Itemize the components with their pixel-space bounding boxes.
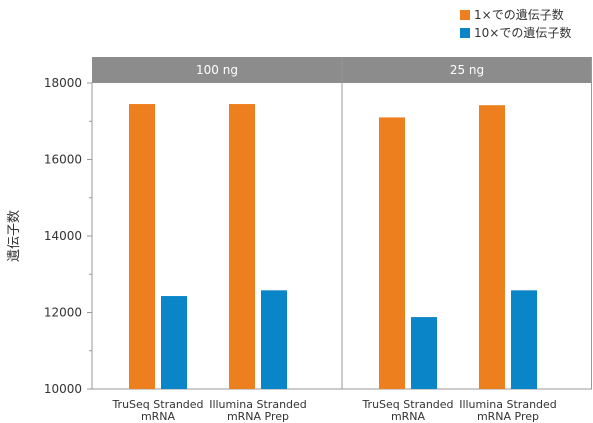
y-axis-label: 遺伝子数 bbox=[7, 210, 22, 262]
x-tick-label: mRNA Prep bbox=[227, 410, 289, 423]
y-tick-label: 12000 bbox=[44, 306, 82, 320]
y-tick-label: 18000 bbox=[44, 76, 82, 90]
bar bbox=[379, 117, 405, 390]
legend-item-10x: 10×での遺伝子数 bbox=[460, 24, 571, 42]
x-tick-label: TruSeq Stranded bbox=[111, 398, 203, 411]
panel-label: 100 ng bbox=[196, 63, 238, 77]
y-tick-label: 10000 bbox=[44, 382, 82, 396]
legend-label-10x: 10×での遺伝子数 bbox=[474, 26, 572, 40]
y-tick-label: 16000 bbox=[44, 153, 82, 167]
bar bbox=[479, 105, 505, 389]
panel-label: 25 ng bbox=[450, 63, 484, 77]
y-tick-label: 14000 bbox=[44, 229, 82, 243]
x-tick-label: Illumina Stranded bbox=[459, 398, 557, 411]
bar bbox=[411, 317, 437, 389]
legend-label-1x: 1×での遺伝子数 bbox=[474, 8, 564, 22]
x-tick-label: mRNA Prep bbox=[477, 410, 539, 423]
x-tick-label: TruSeq Stranded bbox=[361, 398, 453, 411]
x-tick-label: Illumina Stranded bbox=[209, 398, 307, 411]
legend-item-1x: 1×での遺伝子数 bbox=[460, 6, 571, 24]
bar bbox=[129, 104, 155, 389]
bar bbox=[511, 290, 537, 389]
legend-swatch-1x bbox=[460, 10, 470, 20]
bar bbox=[261, 290, 287, 389]
legend-swatch-10x bbox=[460, 28, 470, 38]
x-tick-label: mRNA bbox=[141, 410, 176, 423]
bar bbox=[161, 296, 187, 389]
legend: 1×での遺伝子数 10×での遺伝子数 bbox=[460, 6, 571, 42]
bar bbox=[229, 104, 255, 389]
x-tick-label: mRNA bbox=[391, 410, 426, 423]
